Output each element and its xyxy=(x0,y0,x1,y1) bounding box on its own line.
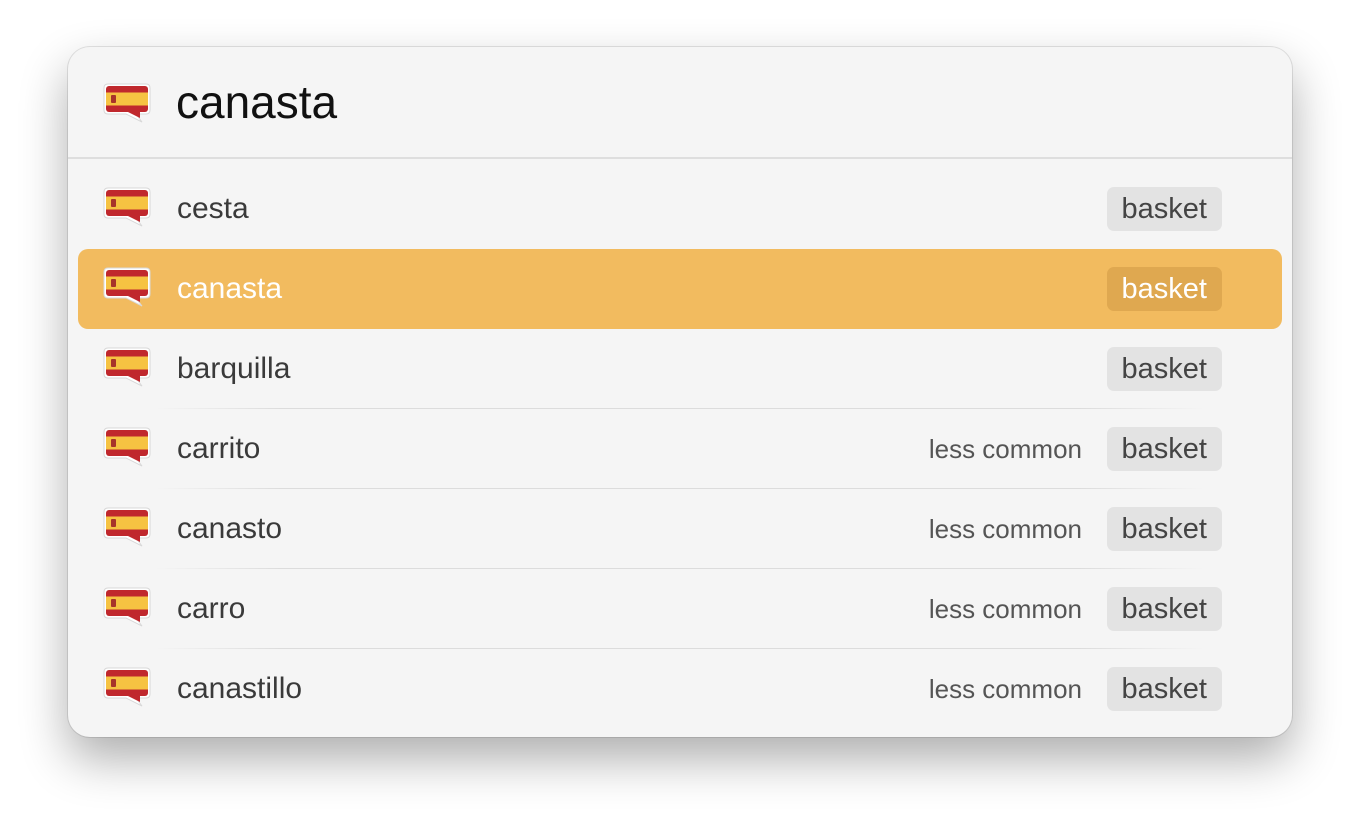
result-word: carrito xyxy=(177,432,261,465)
result-word: barquilla xyxy=(177,352,291,385)
result-row[interactable]: canastillo less common basket xyxy=(68,649,1292,729)
spain-flag-speech-bubble-icon xyxy=(102,186,152,228)
dictionary-window: cesta basket canasta basket xyxy=(68,47,1292,737)
translation-tag: basket xyxy=(1106,587,1222,631)
spain-flag-speech-bubble-icon xyxy=(102,586,152,628)
translation-tag: basket xyxy=(1106,507,1222,551)
row-divider xyxy=(156,488,1204,489)
results-list: cesta basket canasta basket xyxy=(68,169,1292,729)
result-row[interactable]: carro less common basket xyxy=(68,569,1292,649)
frequency-note: less common xyxy=(928,434,1082,464)
result-row[interactable]: canasto less common basket xyxy=(68,489,1292,569)
result-word: canasta xyxy=(177,272,283,305)
spain-flag-speech-bubble-icon xyxy=(102,666,152,708)
row-divider xyxy=(156,568,1204,569)
spain-flag-speech-bubble-icon xyxy=(102,506,152,548)
search-input[interactable] xyxy=(176,69,1236,135)
row-divider xyxy=(156,648,1204,649)
result-row[interactable]: barquilla basket xyxy=(68,329,1292,409)
search-bar xyxy=(68,47,1292,159)
result-word: cesta xyxy=(177,192,249,225)
result-word: canastillo xyxy=(177,672,303,705)
spain-flag-speech-bubble-icon xyxy=(102,426,152,468)
result-row-selected[interactable]: canasta basket xyxy=(68,249,1292,329)
frequency-note: less common xyxy=(928,514,1082,544)
row-divider xyxy=(156,408,1204,409)
result-word: carro xyxy=(177,592,246,625)
spain-flag-speech-bubble-icon xyxy=(102,346,152,388)
result-word: canasto xyxy=(177,512,283,545)
translation-tag: basket xyxy=(1106,267,1222,311)
spain-flag-speech-bubble-icon xyxy=(102,82,152,124)
translation-tag: basket xyxy=(1106,427,1222,471)
frequency-note: less common xyxy=(928,594,1082,624)
result-row[interactable]: cesta basket xyxy=(68,169,1292,249)
spain-flag-speech-bubble-icon xyxy=(102,266,152,308)
translation-tag: basket xyxy=(1106,347,1222,391)
translation-tag: basket xyxy=(1106,667,1222,711)
translation-tag: basket xyxy=(1106,187,1222,231)
frequency-note: less common xyxy=(928,674,1082,704)
result-row[interactable]: carrito less common basket xyxy=(68,409,1292,489)
